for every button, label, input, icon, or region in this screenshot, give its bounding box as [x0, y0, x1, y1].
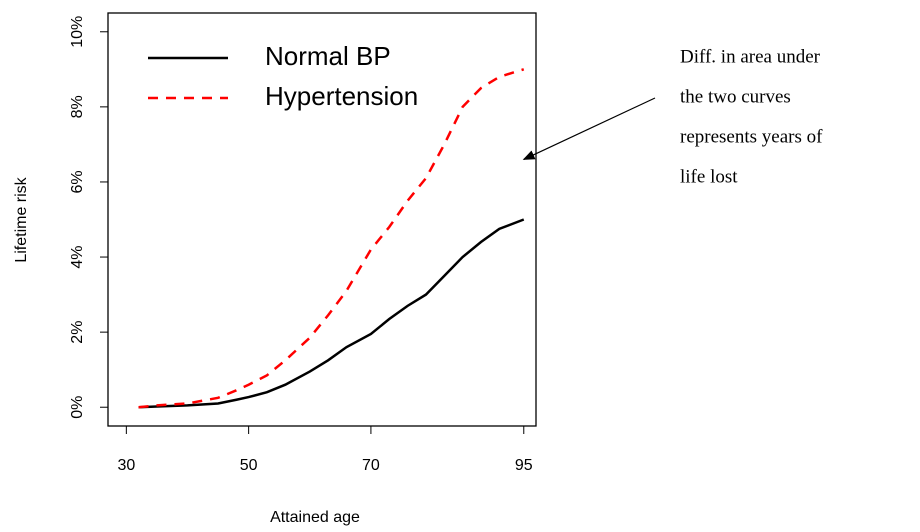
annotation-text: life lost	[680, 166, 738, 187]
series-line	[138, 218, 525, 409]
x-tick-label: 50	[240, 457, 258, 474]
legend-label: Hypertension	[265, 81, 418, 111]
y-tick-label: 2%	[69, 321, 86, 344]
y-tick-label: 4%	[69, 245, 86, 268]
x-tick-label: 70	[362, 457, 380, 474]
x-tick-label: 95	[515, 457, 533, 474]
y-tick-label: 6%	[69, 170, 86, 193]
x-axis-label: Attained age	[270, 509, 360, 526]
legend-label: Normal BP	[265, 41, 391, 71]
y-tick-label: 0%	[69, 396, 86, 419]
series-line	[138, 68, 525, 409]
annotation-text: Diff. in area under	[680, 46, 821, 67]
y-tick-label: 10%	[69, 16, 86, 48]
annotation-arrow	[522, 97, 656, 160]
x-tick-label: 30	[117, 457, 135, 474]
y-axis-label: Lifetime risk	[13, 176, 30, 262]
annotation-text: the two curves	[680, 86, 791, 107]
plot-frame	[107, 12, 537, 427]
annotation-text: represents years of	[680, 126, 823, 147]
y-tick-label: 8%	[69, 95, 86, 118]
